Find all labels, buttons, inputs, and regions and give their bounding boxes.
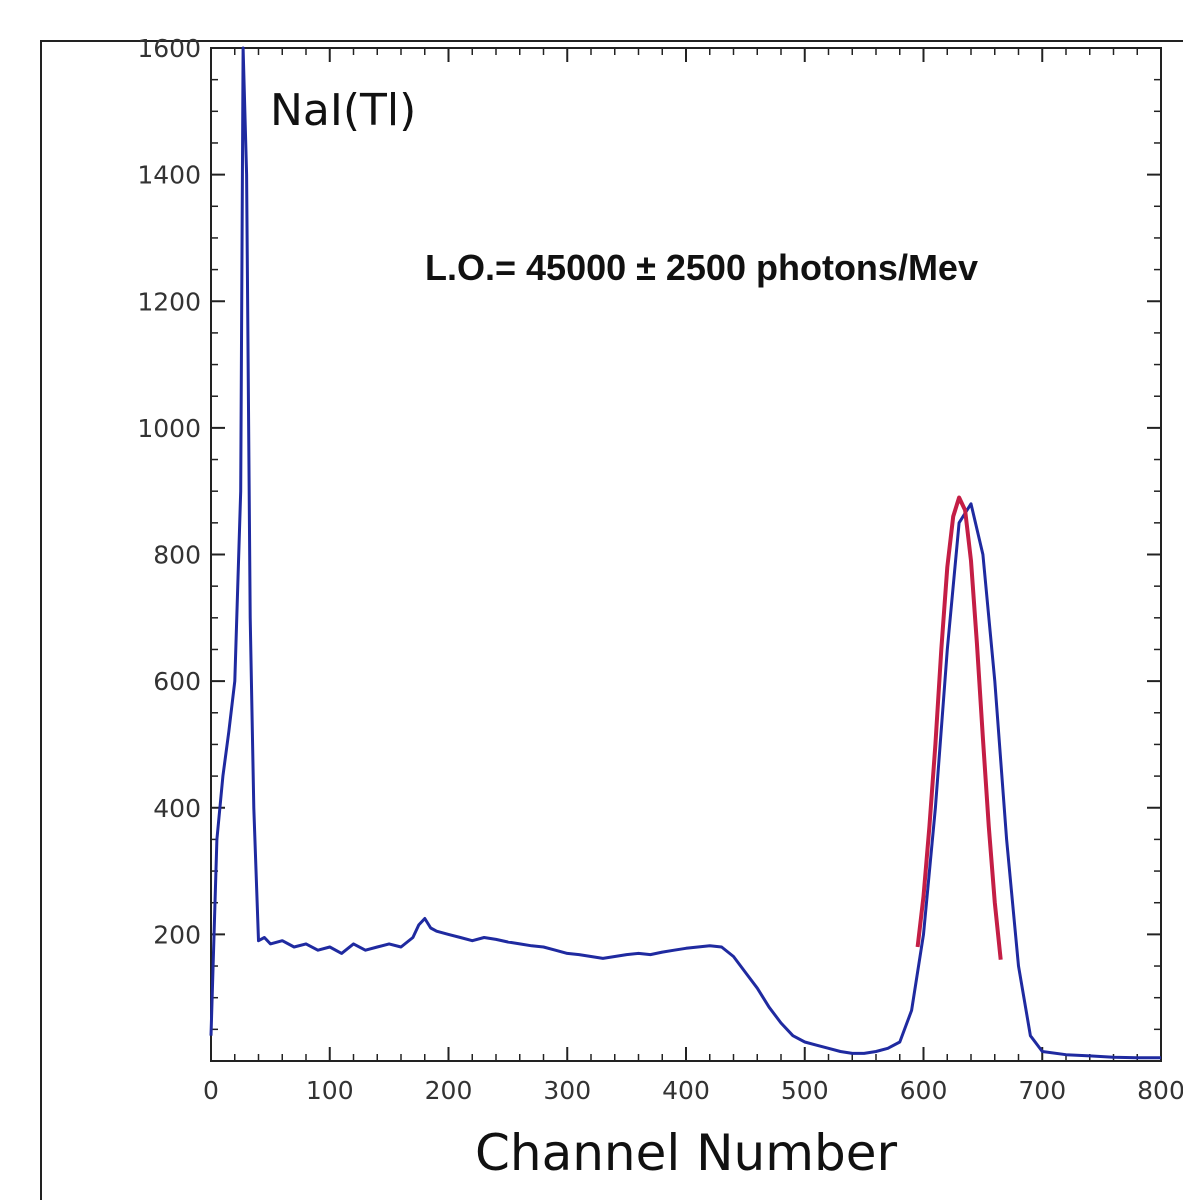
- x-tick-label: 600: [900, 1076, 948, 1105]
- chart-frame: [40, 40, 1183, 1200]
- photopeak-fit-line: [915, 495, 1003, 960]
- x-tick-label: 0: [203, 1076, 219, 1105]
- y-tick-label: 800: [153, 541, 201, 570]
- y-tick-label: 1000: [137, 414, 201, 443]
- x-tick-label: 200: [425, 1076, 473, 1105]
- x-tick-label: 800: [1137, 1076, 1183, 1105]
- x-tick-label: 700: [1018, 1076, 1066, 1105]
- plot-area: [210, 47, 1162, 1062]
- y-tick-label: 1200: [137, 287, 201, 316]
- y-tick-label: 400: [153, 794, 201, 823]
- light-output-annotation: L.O.= 45000 ± 2500 photons/Mev: [425, 247, 978, 288]
- x-tick-label: 500: [781, 1076, 829, 1105]
- chart-title: NaI(Tl): [270, 85, 416, 136]
- x-tick-label: 400: [662, 1076, 710, 1105]
- x-axis-title: Channel Number: [475, 1124, 897, 1182]
- x-tick-label: 100: [306, 1076, 354, 1105]
- series-layer: [209, 46, 1161, 1060]
- ticks-layer: 0 100 200 300 400 500 600 700 800 200 400 600 800 100…: [137, 34, 1183, 1105]
- x-tick-label: 300: [543, 1076, 591, 1105]
- y-tick-label: 1600: [137, 34, 201, 63]
- spectrum-line: [209, 46, 1161, 1060]
- y-tick-label: 200: [153, 920, 201, 949]
- y-tick-label: 600: [153, 667, 201, 696]
- y-tick-label: 1400: [137, 161, 201, 190]
